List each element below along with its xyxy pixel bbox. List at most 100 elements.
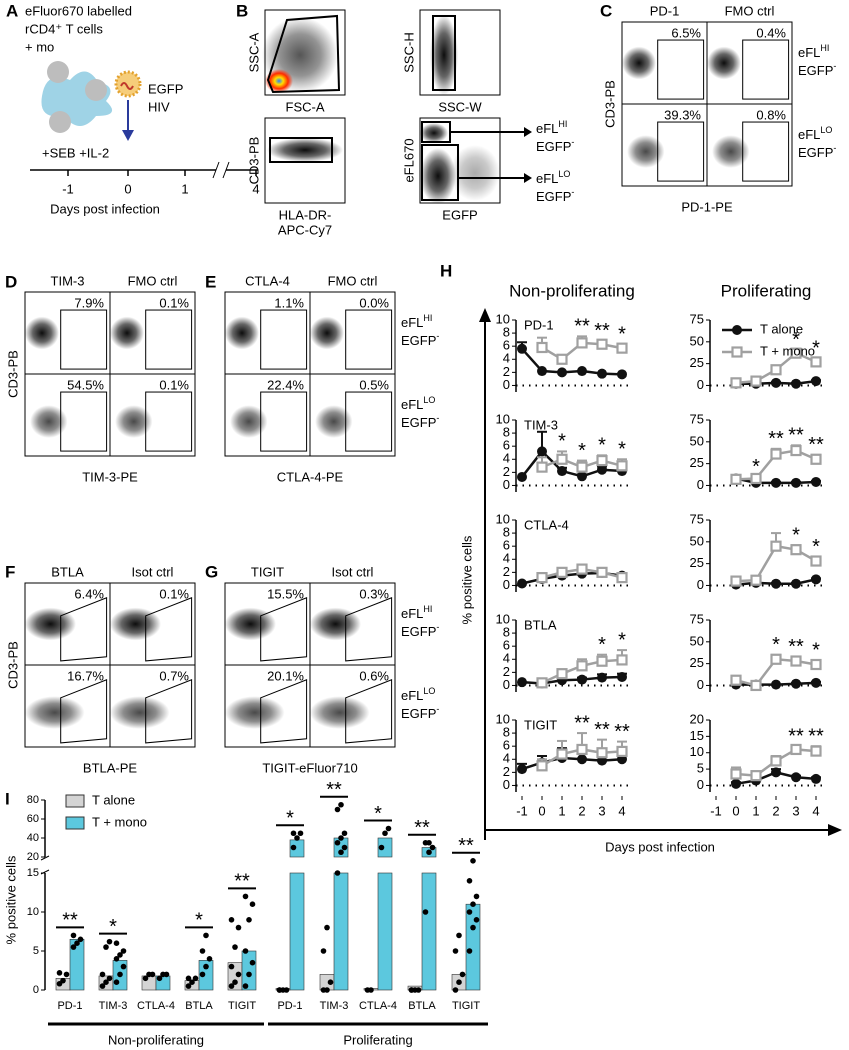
gate bbox=[345, 597, 393, 662]
axis-break bbox=[222, 161, 230, 179]
marker bbox=[790, 544, 802, 556]
data-point bbox=[283, 987, 290, 993]
gate-label-sup: - bbox=[436, 622, 439, 632]
gate bbox=[742, 39, 790, 100]
data-point bbox=[415, 987, 422, 993]
x-axis-label: EGFP bbox=[442, 207, 477, 222]
description: eFluor670 labelled bbox=[25, 3, 132, 18]
y-tick-label: 50 bbox=[690, 333, 704, 348]
data-point bbox=[203, 932, 209, 939]
gate-label-text: eFL bbox=[401, 315, 423, 330]
marker bbox=[771, 578, 781, 589]
cell-cloud bbox=[25, 316, 59, 350]
data-point bbox=[470, 924, 476, 931]
y-tick-label: 20 bbox=[27, 851, 39, 863]
panel-letter: I bbox=[5, 789, 10, 808]
data-point bbox=[228, 983, 235, 989]
marker bbox=[517, 471, 527, 482]
marker bbox=[596, 454, 608, 467]
marker bbox=[770, 448, 782, 460]
marker bbox=[790, 743, 802, 756]
data-point bbox=[232, 979, 238, 985]
percent-label: 6.5% bbox=[671, 25, 701, 40]
marker bbox=[577, 674, 587, 685]
bar bbox=[421, 872, 437, 991]
data-point bbox=[294, 835, 300, 841]
data-point bbox=[77, 936, 84, 943]
bar bbox=[69, 938, 85, 991]
percent-label: 0.5% bbox=[359, 377, 389, 392]
marker bbox=[770, 364, 782, 376]
x-axis-label: TIGIT-eFluor710 bbox=[262, 760, 357, 775]
data-point bbox=[452, 987, 459, 993]
marker bbox=[810, 555, 822, 567]
significance: * bbox=[812, 338, 820, 360]
y-tick-label: 0 bbox=[503, 577, 510, 592]
y-tick-label: 25 bbox=[690, 355, 704, 370]
y-tick-label: 20 bbox=[690, 711, 704, 726]
row-title: BTLA bbox=[524, 617, 557, 632]
cell-cloud bbox=[110, 696, 170, 729]
marker bbox=[810, 658, 822, 671]
y-tick-label: 5 bbox=[33, 945, 39, 957]
significance: * bbox=[772, 634, 780, 656]
column-title: FMO ctrl bbox=[328, 273, 378, 288]
percent-label: 15.5% bbox=[267, 586, 304, 601]
y-axis-label: % positive cells bbox=[3, 855, 18, 944]
marker bbox=[730, 674, 742, 686]
cell-cloud bbox=[430, 15, 458, 95]
cell-cloud bbox=[230, 405, 268, 438]
data-point bbox=[235, 924, 242, 931]
marker bbox=[596, 747, 608, 759]
bar bbox=[377, 837, 393, 858]
gate-label: eFLLO bbox=[401, 395, 435, 412]
y-tick-label: 8 bbox=[503, 425, 510, 440]
percent-label: 0.6% bbox=[359, 668, 389, 683]
percent-label: 0.4% bbox=[756, 25, 786, 40]
marker bbox=[616, 745, 628, 758]
x-tick-label: PD-1 bbox=[277, 1000, 302, 1012]
marker bbox=[517, 764, 527, 775]
gate bbox=[432, 15, 456, 91]
significance: * bbox=[286, 808, 294, 830]
y-tick-label: 75 bbox=[690, 411, 704, 426]
marker bbox=[810, 453, 822, 465]
gate-label: EGFP- bbox=[798, 61, 836, 78]
y-axis-label: SSC-H bbox=[401, 32, 416, 72]
cell-cloud bbox=[25, 607, 76, 641]
y-tick-label: 50 bbox=[690, 433, 704, 448]
gate-label-sup: LO bbox=[423, 395, 435, 405]
marker bbox=[577, 471, 587, 482]
y-tick-label: 15 bbox=[690, 728, 704, 743]
gate-label-sup: HI bbox=[423, 313, 432, 323]
marker bbox=[576, 743, 588, 756]
y-axis-label: % positive cells bbox=[459, 535, 474, 624]
data-point bbox=[185, 975, 192, 982]
marker bbox=[557, 466, 567, 477]
x-tick-label: 3 bbox=[598, 803, 605, 818]
cell-cloud bbox=[225, 607, 276, 641]
gate-label-text: EGFP bbox=[401, 706, 436, 721]
cell-cloud bbox=[707, 46, 741, 80]
significance: * bbox=[618, 323, 626, 345]
marker bbox=[750, 679, 762, 692]
row-title: PD-1 bbox=[524, 317, 554, 332]
marker bbox=[790, 655, 802, 667]
percent-label: 16.7% bbox=[67, 668, 104, 683]
y-tick-label: 6 bbox=[503, 438, 510, 453]
x-tick-label: 1 bbox=[752, 803, 759, 818]
gate-label-text: EGFP bbox=[536, 139, 571, 154]
gate-label-text: EGFP bbox=[798, 145, 833, 160]
virus-label: HIV bbox=[148, 99, 170, 114]
y-tick-label: 0 bbox=[697, 677, 704, 692]
data-point bbox=[466, 909, 473, 915]
significance: * bbox=[792, 329, 800, 351]
arrow-head bbox=[524, 127, 532, 137]
gate bbox=[260, 309, 308, 370]
data-point bbox=[341, 830, 348, 837]
percent-label: 0.1% bbox=[159, 295, 189, 310]
data-point bbox=[473, 893, 480, 900]
x-tick-label: TIM-3 bbox=[99, 1000, 128, 1012]
marker bbox=[731, 778, 741, 789]
marker bbox=[770, 653, 782, 665]
